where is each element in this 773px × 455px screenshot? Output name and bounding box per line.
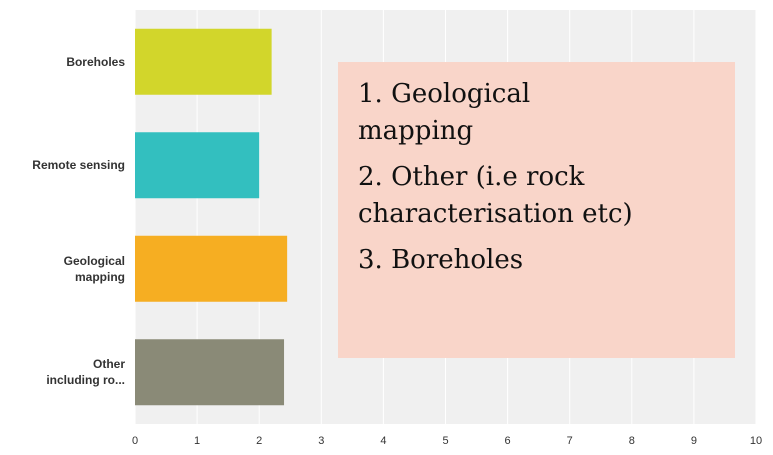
bar [135,28,272,95]
bar [135,132,260,199]
x-tick-label: 9 [691,435,697,447]
bar [135,339,285,406]
x-tick-label: 4 [380,435,386,447]
x-tick-label: 5 [442,435,448,447]
annotation: 3. Boreholes [358,245,524,275]
x-tick-label: 0 [132,435,138,447]
y-tick-label: Boreholes [66,54,125,69]
x-tick-label: 3 [318,435,324,447]
annotation: 1. Geological mapping [358,79,531,146]
annotation: 2. Other (i.e rock characterisation etc) [358,162,633,229]
x-tick-label: 6 [505,435,511,447]
annotation-box: 1. Geological mapping 2. Other (i.e rock … [338,62,735,358]
x-tick-label: 8 [629,435,635,447]
bar [135,235,288,302]
x-tick-label: 2 [256,435,262,447]
y-tick-label: Geological mapping [63,253,125,284]
x-tick-label: 1 [194,435,200,447]
x-tick-label: 10 [750,435,762,447]
y-tick-label: Other including ro... [46,357,125,388]
y-tick-label: Remote sensing [32,158,125,173]
x-tick-label: 7 [567,435,573,447]
